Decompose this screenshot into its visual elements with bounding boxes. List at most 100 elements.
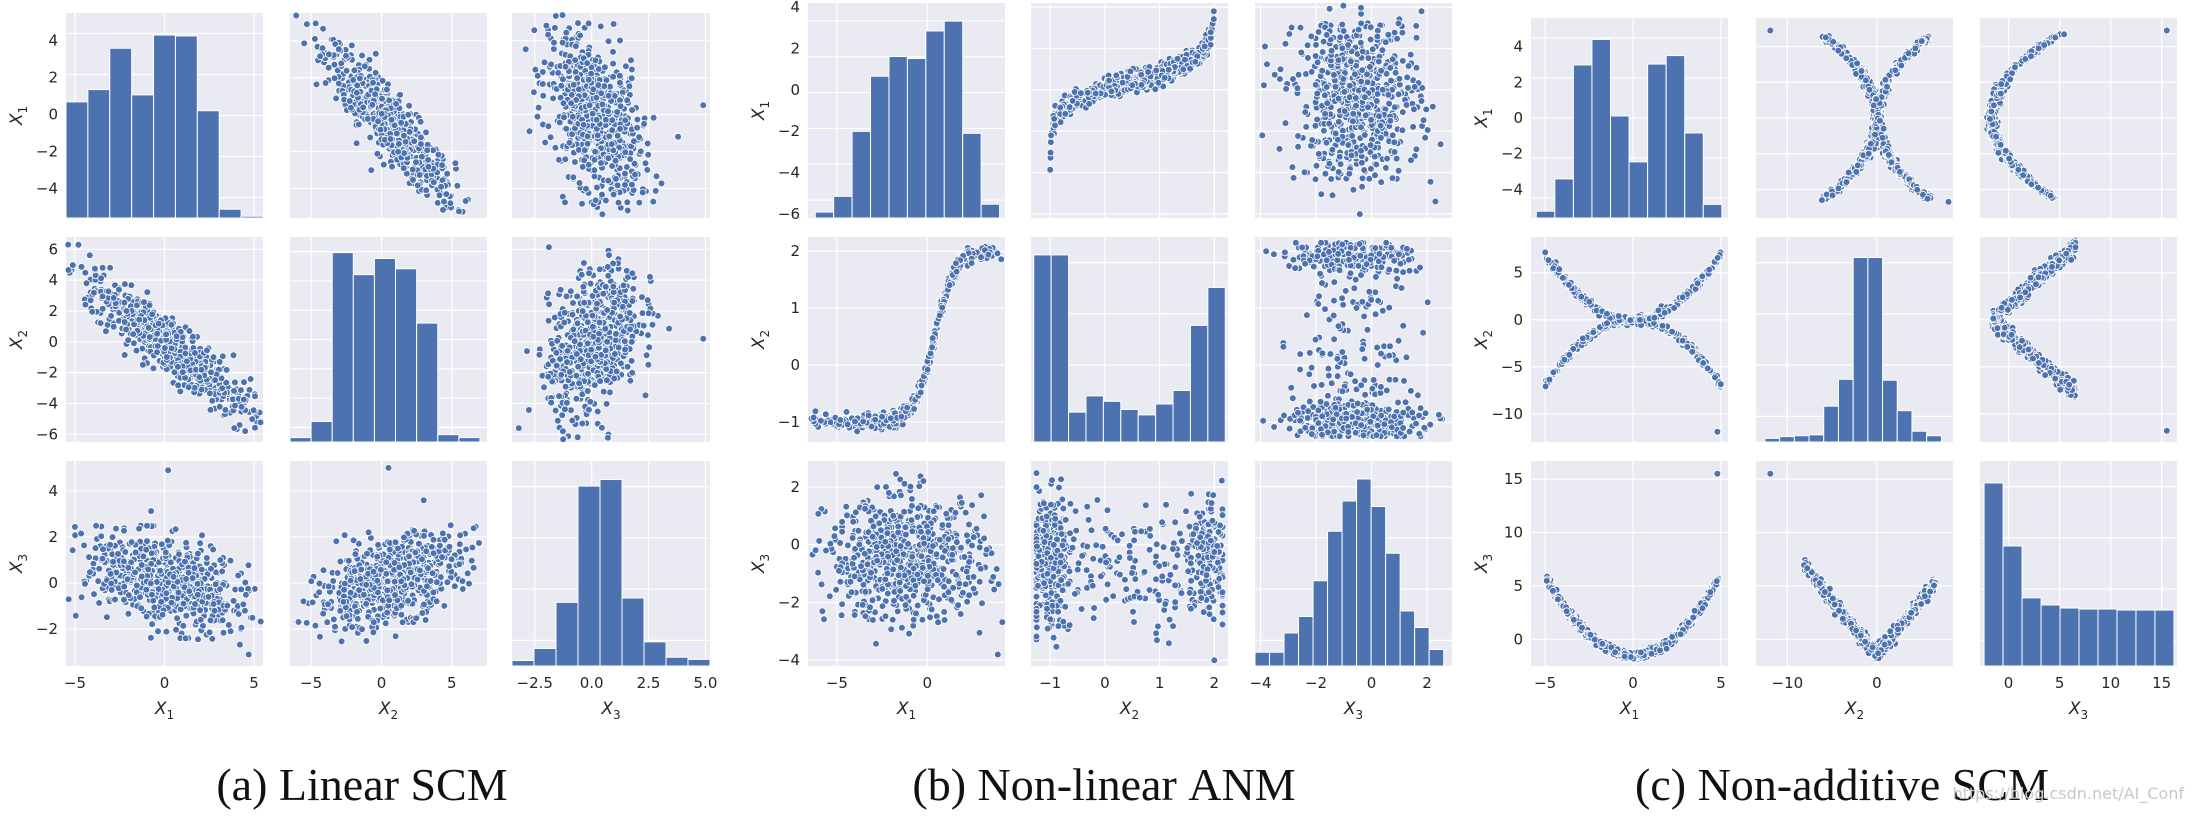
scatter-point: [303, 20, 311, 28]
scatter-point: [573, 74, 581, 82]
scatter-point: [215, 358, 224, 366]
scatter-point: [173, 614, 181, 623]
scatter-point: [206, 389, 214, 398]
scatter-point: [562, 28, 571, 37]
scatter-point: [612, 330, 620, 338]
scatter-point: [331, 622, 339, 631]
scatter-point: [163, 353, 171, 361]
y-tick-label: −6: [778, 205, 800, 223]
scatter-point: [623, 96, 631, 104]
scatter-point: [555, 392, 563, 400]
scatter-point: [332, 537, 341, 545]
histogram-bar: [943, 20, 964, 219]
y-tick-label: −2: [36, 364, 58, 382]
scatter-point: [147, 579, 155, 588]
scatter-point: [405, 552, 413, 561]
scatter-point: [546, 133, 555, 142]
scatter-point: [349, 76, 358, 84]
scatter-point: [609, 190, 618, 199]
scatter-point: [617, 359, 625, 368]
histogram-bar: [925, 30, 945, 219]
scatter-point: [144, 565, 153, 574]
scatter-point: [640, 120, 648, 128]
scatter-point: [626, 376, 635, 385]
scatter-point: [237, 386, 245, 394]
scatter-point: [643, 139, 652, 148]
scatter-point: [1210, 15, 1218, 23]
x-tick-label: −2.5: [517, 674, 553, 692]
scatter-point: [358, 51, 366, 60]
scatter-point: [181, 557, 189, 566]
scatter-point: [606, 388, 614, 397]
scatter-point: [171, 525, 180, 533]
scatter-point: [628, 65, 636, 74]
histogram-bar: [196, 110, 220, 219]
scatter-point: [334, 79, 343, 88]
scatter-point: [566, 287, 575, 296]
scatter-point: [107, 586, 116, 594]
scatter-point: [106, 263, 114, 272]
scatter-point: [211, 376, 219, 384]
x-tick-label: 5: [447, 674, 457, 692]
scatter-point: [555, 118, 564, 127]
scatter-point: [240, 378, 248, 386]
scatter-point: [395, 140, 403, 148]
scatter-point: [567, 99, 575, 107]
scatter-point: [587, 345, 595, 354]
scatter-point: [179, 599, 188, 608]
scatter-point: [98, 263, 107, 272]
scatter-point: [319, 24, 327, 33]
scatter-point: [572, 394, 581, 403]
y-tick-label: 2: [48, 528, 58, 546]
y-tick-label: 0: [48, 106, 58, 124]
scatter-point: [209, 600, 218, 608]
scatter-point: [142, 585, 151, 594]
scatter-point: [219, 628, 228, 637]
scatter-point: [1154, 78, 1163, 87]
scatter-point: [400, 533, 408, 542]
scatter-point: [162, 589, 171, 597]
scatter-point: [1118, 78, 1127, 87]
scatter-point: [611, 156, 620, 165]
scatter-point: [161, 344, 169, 352]
scatter-point: [627, 338, 636, 346]
scatter-point: [578, 419, 587, 428]
scatter-point: [645, 343, 653, 352]
scatter-point: [573, 319, 582, 328]
scatter-point: [586, 279, 595, 288]
scatter-point: [436, 541, 444, 550]
scatter-point: [534, 103, 543, 112]
scatter-point: [412, 158, 420, 167]
scatter-point: [549, 94, 557, 103]
scatter-point: [576, 31, 584, 40]
scatter-point: [174, 362, 182, 371]
x-axis-label: X1: [154, 699, 174, 722]
scatter-point: [182, 538, 190, 547]
scatter-point: [342, 66, 351, 75]
scatter-point: [337, 637, 346, 646]
scatter-point: [127, 538, 136, 546]
scatter-point: [545, 300, 553, 309]
scatter-point: [184, 383, 193, 392]
scatter-point: [71, 523, 79, 531]
scatter-point: [251, 392, 259, 401]
scatter-point: [446, 199, 455, 208]
scatter-point: [450, 582, 459, 591]
scatter-point: [390, 577, 399, 586]
scatter-point: [1164, 65, 1173, 74]
scatter-point: [97, 274, 105, 283]
panel-1-r3-c3: −2.5 0.0 2.5 5.0X3: [511, 461, 717, 722]
scatter-point: [205, 628, 214, 637]
scatter-point: [210, 606, 219, 615]
scatter-point: [633, 123, 641, 132]
scatter-point: [342, 52, 350, 60]
scatter-point: [406, 568, 415, 577]
scatter-point: [455, 560, 464, 568]
scatter-point: [218, 384, 227, 393]
scatter-point: [127, 281, 136, 289]
y-tick-label: 0: [48, 574, 58, 592]
scatter-point: [379, 160, 388, 169]
scatter-point: [156, 566, 165, 575]
x-axis-label: X2: [378, 699, 398, 722]
x-tick-label: 0: [377, 674, 387, 692]
